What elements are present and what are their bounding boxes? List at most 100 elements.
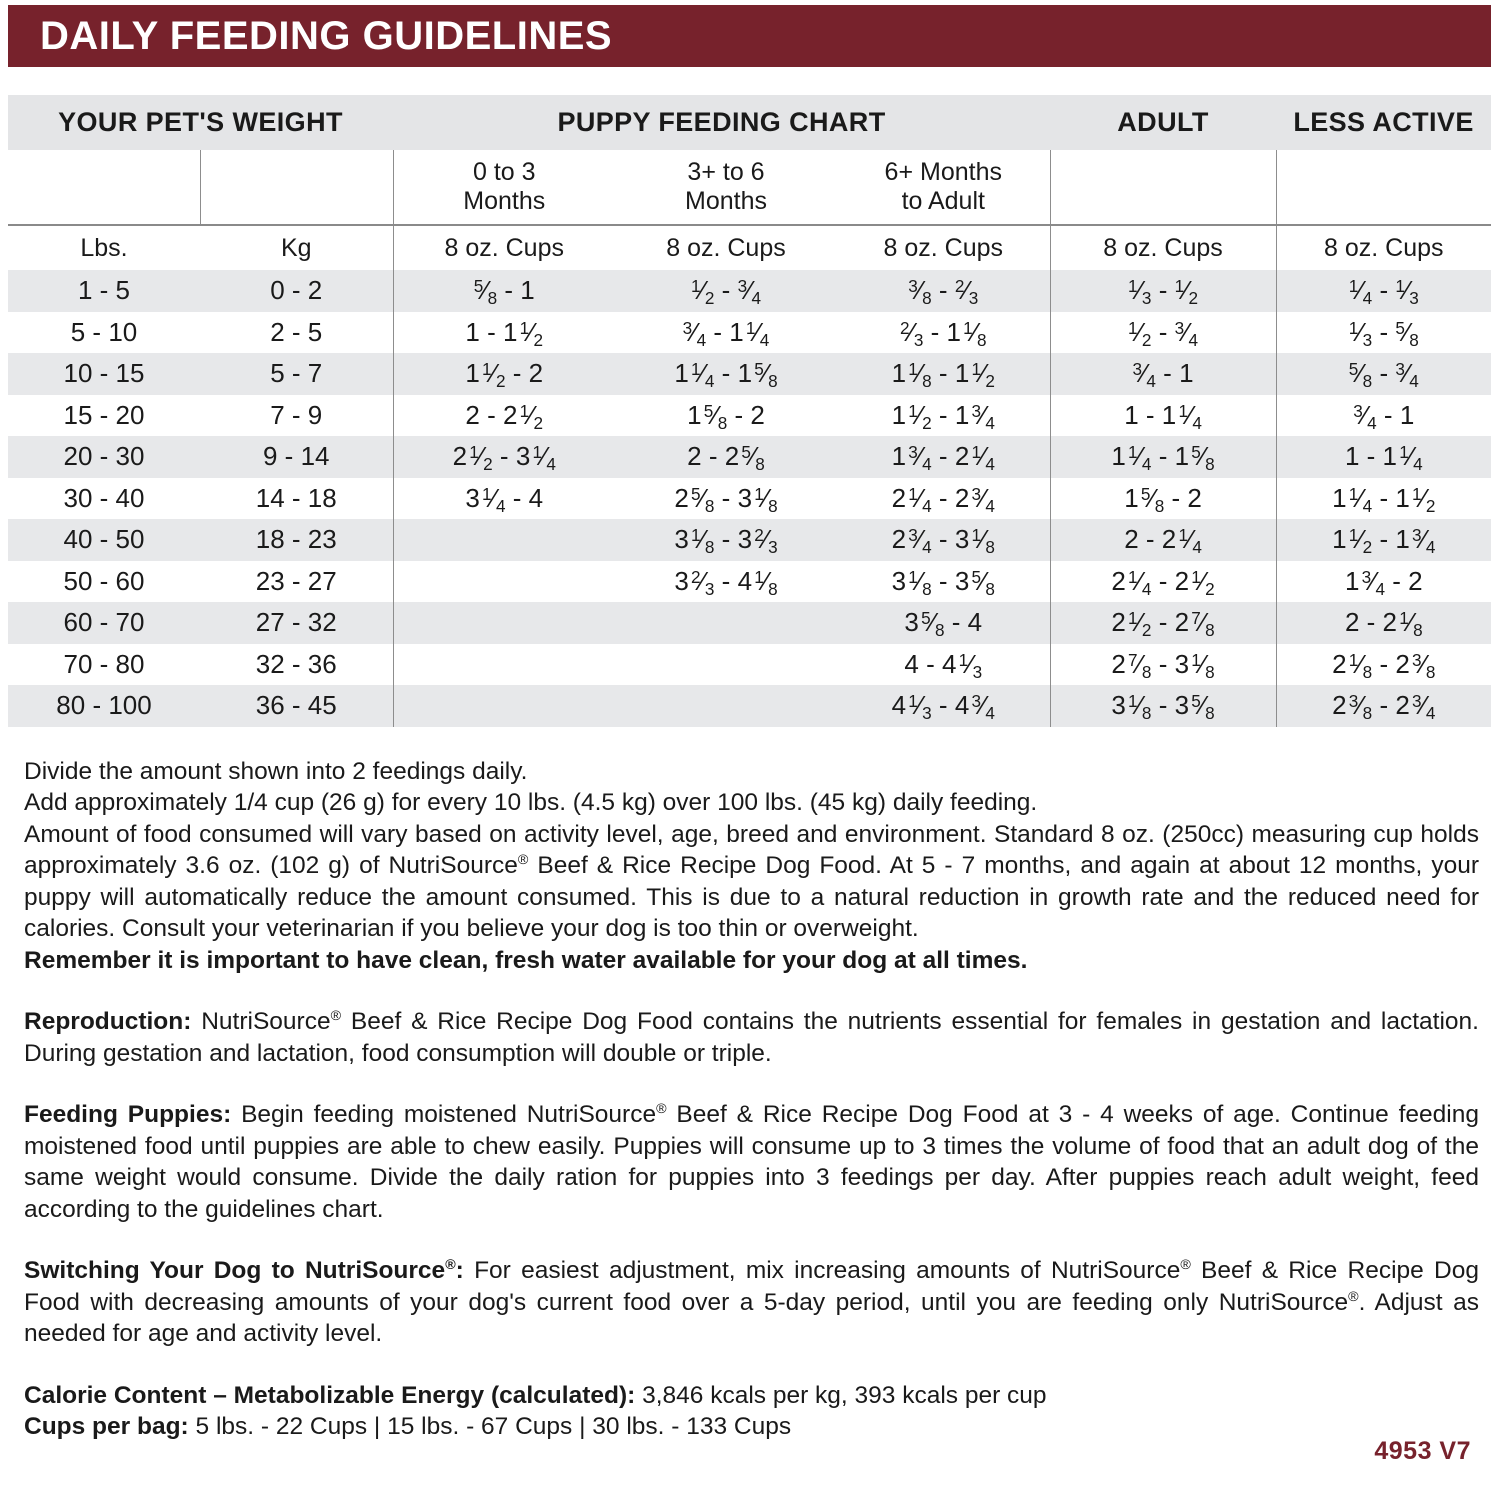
fraction: 1⁄4 — [1349, 277, 1372, 307]
cell-kg: 27 - 32 — [200, 602, 393, 644]
fraction-denominator: 2 — [495, 371, 506, 392]
fraction-numerator: 3 — [971, 483, 982, 504]
cell-lbs: 40 - 50 — [8, 519, 200, 561]
whole-number: 2 — [954, 482, 970, 513]
group-header-adult: ADULT — [1050, 95, 1277, 150]
fraction-slash-icon: ⁄ — [700, 358, 705, 389]
table-sub-header-row: 0 to 3 Months 3+ to 6 Months 6+ Months t… — [8, 150, 1492, 225]
divide-amount-note: Divide the amount shown into 2 feedings … — [24, 758, 528, 785]
fraction-slash-icon: ⁄ — [750, 441, 756, 472]
fraction: 1⁄2 — [691, 277, 714, 307]
fraction-denominator: 8 — [922, 578, 932, 599]
fraction-numerator: 7 — [1191, 608, 1201, 629]
fraction-numerator: 1 — [1395, 276, 1405, 297]
fraction-numerator: 1 — [1399, 442, 1409, 463]
cell-lbs: 20 - 30 — [8, 436, 200, 478]
fraction: 5⁄8 — [754, 360, 777, 390]
fraction-numerator: 1 — [1128, 442, 1138, 463]
fraction-numerator: 1 — [482, 483, 492, 504]
cell-puppy-0-3 — [392, 602, 615, 644]
reproduction-text-b: Beef & Rice Recipe Dog Food contains the… — [24, 1008, 1479, 1067]
switching-paragraph: Switching Your Dog to NutriSource®: For … — [24, 1255, 1479, 1349]
cell-puppy-3-6: 2 5⁄8 - 3 1⁄8 — [615, 477, 837, 519]
cell-kg: 18 - 23 — [200, 519, 393, 561]
fraction: 3⁄4 — [1133, 360, 1156, 390]
range-dash: - — [721, 524, 731, 555]
fraction: 5⁄8 — [1395, 317, 1418, 349]
fraction-denominator: 4 — [922, 454, 932, 475]
fraction-slash-icon: ⁄ — [1137, 275, 1142, 306]
fraction-slash-icon: ⁄ — [917, 524, 923, 555]
fraction-denominator: 2 — [1362, 537, 1373, 558]
fraction-slash-icon: ⁄ — [529, 316, 534, 347]
fraction: 5⁄8 — [971, 568, 994, 598]
fraction-denominator: 3 — [704, 578, 715, 599]
fraction-denominator: 8 — [1425, 661, 1436, 682]
fraction-denominator: 8 — [1205, 620, 1215, 641]
range-dash: - — [1379, 275, 1389, 306]
fraction: 1⁄2 — [1412, 482, 1435, 515]
fraction-slash-icon: ⁄ — [763, 482, 769, 513]
fraction-numerator: 5 — [1395, 317, 1405, 338]
cell-puppy-0-3 — [392, 643, 615, 685]
fraction: 1⁄8 — [1128, 692, 1151, 722]
instructions-section: Divide the amount shown into 2 feedings … — [24, 756, 1479, 1442]
range-dash: - — [938, 358, 948, 389]
sub-header-6-adult: 6+ Months to Adult — [837, 150, 1051, 225]
fraction-slash-icon: ⁄ — [700, 524, 705, 555]
range-dash: - — [1379, 316, 1389, 347]
range-dash: - — [1379, 524, 1389, 555]
fraction-numerator: 1 — [1174, 276, 1185, 297]
fraction-denominator: 8 — [1205, 703, 1215, 724]
cell-less-active: 5⁄8 - 3⁄4 — [1275, 353, 1492, 395]
registered-mark-icon: ® — [656, 1101, 667, 1118]
fraction: 1⁄8 — [971, 526, 994, 556]
fraction-denominator: 4 — [1141, 578, 1152, 599]
fraction: 1⁄2 — [1174, 276, 1198, 307]
cell-lbs: 80 - 100 — [8, 685, 200, 727]
fraction: 1⁄2 — [482, 360, 505, 390]
whole-number: 2 — [1395, 648, 1410, 679]
fraction-denominator: 4 — [1375, 578, 1386, 599]
whole-number: 1 — [954, 399, 970, 430]
whole-number: 1 — [1399, 399, 1415, 430]
whole-number: 4 — [737, 565, 753, 596]
fraction-slash-icon: ⁄ — [1137, 565, 1142, 596]
fraction: 5⁄8 — [921, 608, 944, 639]
fraction-slash-icon: ⁄ — [968, 648, 973, 679]
whole-number: 4 — [967, 607, 983, 638]
fraction-slash-icon: ⁄ — [1421, 482, 1426, 513]
fraction: 5⁄8 — [1191, 443, 1214, 473]
fraction: 7⁄8 — [1128, 651, 1151, 681]
fraction-denominator: 2 — [1205, 578, 1215, 599]
fraction: 5⁄8 — [1191, 692, 1214, 722]
cell-adult: 1⁄2 - 3⁄4 — [1049, 311, 1277, 353]
fraction-slash-icon: ⁄ — [1358, 524, 1363, 555]
whole-number: 1 — [687, 399, 702, 430]
fraction-denominator: 8 — [768, 371, 778, 392]
fraction-slash-icon: ⁄ — [917, 399, 923, 430]
fraction-numerator: 3 — [1348, 691, 1359, 712]
fraction-numerator: 5 — [921, 608, 931, 629]
whole-number: 2 — [1187, 482, 1202, 513]
range-dash: - — [938, 565, 948, 596]
fraction: 1⁄8 — [1399, 609, 1422, 639]
registered-mark-icon: ® — [445, 1256, 456, 1273]
cell-adult: 2 1⁄4 - 2 1⁄2 — [1049, 560, 1277, 602]
whole-number: 3 — [1174, 648, 1190, 679]
fraction-slash-icon: ⁄ — [1200, 648, 1206, 679]
cups-per-bag-line: Cups per bag: 5 lbs. - 22 Cups | 15 lbs.… — [24, 1411, 1479, 1442]
cell-puppy-6-adult: 4 - 4 1⁄3 — [837, 643, 1051, 685]
cell-puppy-6-adult: 3⁄8 - 2⁄3 — [837, 270, 1051, 312]
fraction-slash-icon: ⁄ — [1421, 690, 1426, 721]
whole-number: 1 — [891, 399, 907, 430]
fraction-slash-icon: ⁄ — [917, 275, 923, 306]
range-dash: - — [1171, 482, 1181, 513]
table-row: 80 - 100 36 - 45 4 1⁄3 - 4 3⁄4 3 1⁄8 - 3 5⁄… — [8, 685, 1492, 727]
fraction-slash-icon: ⁄ — [917, 358, 923, 389]
range-dash: - — [1383, 399, 1393, 430]
range-dash: - — [938, 275, 948, 306]
unit-cups-adult: 8 oz. Cups — [1049, 224, 1277, 270]
amount-consumed-paragraph: Amount of food consumed will vary based … — [24, 819, 1479, 945]
fraction: 3⁄4 — [908, 443, 931, 473]
